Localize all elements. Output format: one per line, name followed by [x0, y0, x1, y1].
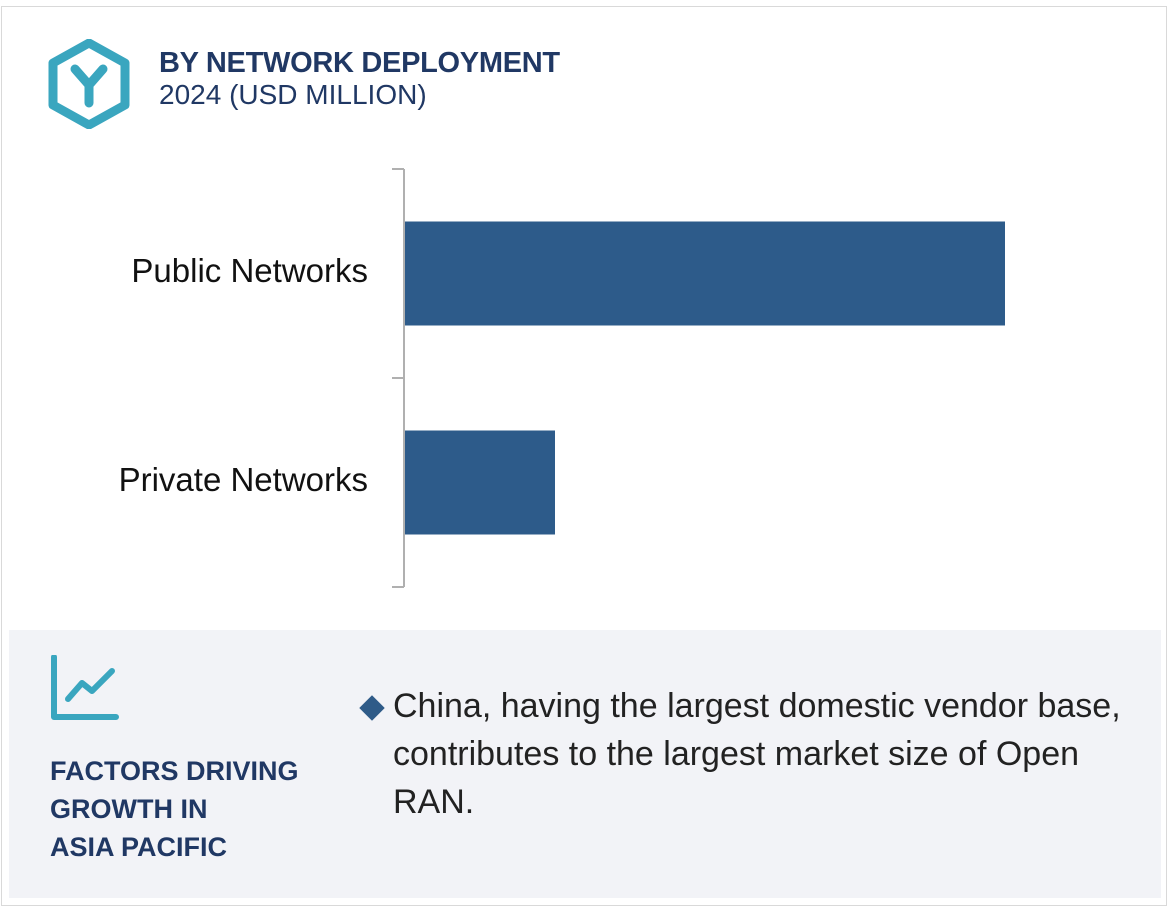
- factor-bullet-text: China, having the largest domestic vendo…: [393, 687, 1121, 821]
- factors-heading: FACTORS DRIVING GROWTH IN ASIA PACIFIC: [50, 752, 340, 866]
- bar-private-networks: [405, 430, 555, 535]
- chart-title: BY NETWORK DEPLOYMENT: [159, 47, 560, 79]
- bar-public-networks: [405, 221, 1005, 326]
- trend-chart-icon: [50, 654, 120, 725]
- growth-factors-panel: FACTORS DRIVING GROWTH IN ASIA PACIFIC C…: [9, 630, 1161, 898]
- factors-heading-line: GROWTH IN: [50, 794, 208, 824]
- diamond-bullet-icon: [359, 695, 385, 721]
- factors-heading-line: FACTORS DRIVING: [50, 756, 299, 786]
- chart-header: BY NETWORK DEPLOYMENT 2024 (USD MILLION): [159, 47, 560, 111]
- bar-chart: Public Networks Private Networks: [119, 168, 1005, 588]
- hexagon-y-logo-icon: [48, 38, 130, 130]
- category-label: Private Networks: [119, 461, 368, 498]
- y-axis-line: [392, 168, 405, 588]
- chart-subtitle: 2024 (USD MILLION): [159, 79, 427, 110]
- factors-heading-line: ASIA PACIFIC: [50, 832, 228, 862]
- factor-bullet: China, having the largest domestic vendo…: [359, 682, 1139, 826]
- category-label: Public Networks: [131, 252, 368, 289]
